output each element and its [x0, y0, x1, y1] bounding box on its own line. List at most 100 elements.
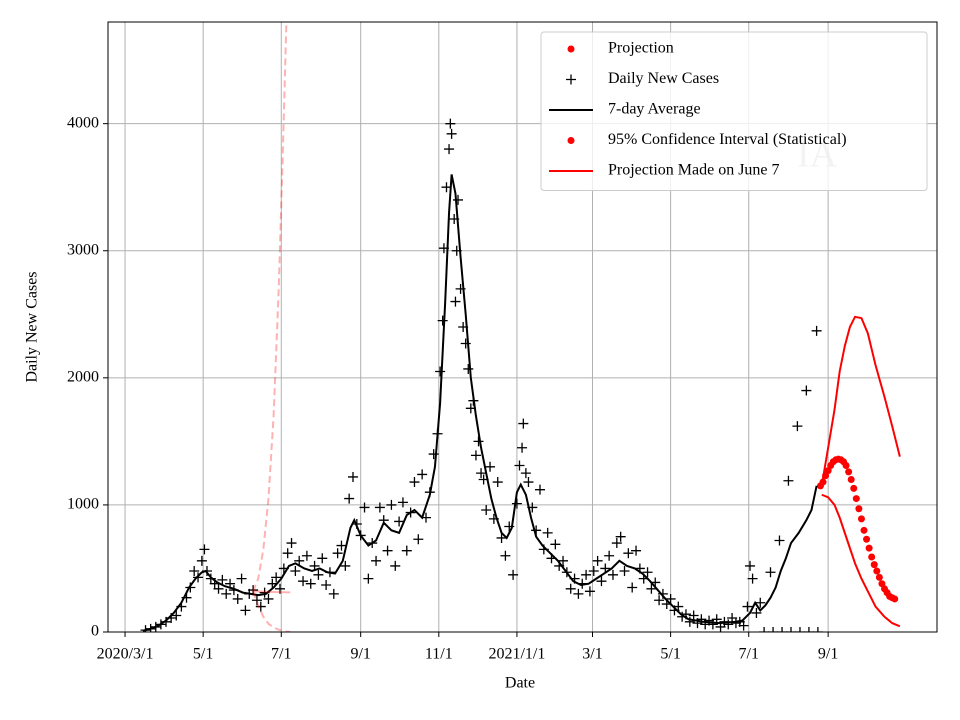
- data-point: [437, 315, 448, 326]
- data-point: [870, 561, 878, 569]
- data-point: [801, 385, 812, 396]
- data-point: [611, 538, 622, 549]
- data-point: [496, 532, 507, 543]
- legend-label: Daily New Cases: [608, 70, 719, 87]
- data-point: [850, 484, 858, 492]
- x-tick-label: 5/1: [660, 646, 680, 663]
- data-point: [607, 569, 618, 580]
- y-tick-label: 3000: [67, 241, 99, 258]
- data-point: [196, 555, 207, 566]
- y-tick-label: 0: [91, 623, 99, 640]
- series-line: [252, 590, 291, 632]
- data-point: [777, 627, 788, 632]
- data-point: [747, 573, 758, 584]
- data-point: [619, 566, 630, 576]
- x-tick-label: 3/1: [582, 646, 602, 663]
- data-point: [508, 569, 519, 580]
- data-point: [332, 548, 343, 559]
- data-point: [445, 118, 456, 129]
- x-tick-label: 5/1: [193, 646, 213, 663]
- data-point: [363, 573, 374, 584]
- data-point: [446, 128, 457, 139]
- x-tick-label: 11/1: [425, 646, 453, 663]
- data-point: [397, 497, 408, 508]
- data-point: [868, 553, 876, 561]
- data-point: [873, 567, 881, 575]
- data-point: [328, 588, 339, 599]
- data-point: [189, 566, 200, 576]
- data-point: [336, 540, 347, 551]
- data-point: [305, 578, 316, 589]
- data-point: [596, 576, 607, 587]
- data-point: [199, 544, 210, 555]
- data-point: [517, 442, 528, 453]
- series-line: [142, 174, 818, 632]
- data-point: [255, 601, 266, 612]
- data-point: [765, 567, 776, 578]
- data-point: [409, 477, 420, 488]
- legend-label: 95% Confidence Interval (Statistical): [608, 131, 847, 148]
- data-point: [863, 535, 871, 543]
- data-point: [542, 527, 553, 538]
- data-point: [604, 550, 615, 561]
- data-point: [523, 477, 534, 488]
- y-axis-label: Daily New Cases: [24, 271, 41, 382]
- data-point: [371, 555, 382, 566]
- data-point: [558, 555, 569, 566]
- data-point: [221, 588, 232, 599]
- data-point: [855, 505, 863, 513]
- data-point: [286, 538, 297, 549]
- data-point: [723, 619, 734, 630]
- data-point: [251, 595, 262, 606]
- data-point: [631, 545, 642, 556]
- data-point: [865, 544, 873, 552]
- data-point: [217, 574, 228, 585]
- series-line: [253, 590, 291, 594]
- data-point: [347, 471, 358, 482]
- data-point: [450, 296, 461, 307]
- data-point: [534, 484, 545, 495]
- data-point: [842, 462, 850, 470]
- data-point: [213, 583, 224, 594]
- data-point: [232, 593, 243, 604]
- data-point: [803, 627, 814, 632]
- data-point: [386, 499, 397, 510]
- legend-label: Projection Made on June 7: [608, 162, 780, 179]
- data-point: [696, 614, 707, 625]
- data-point: [417, 469, 428, 480]
- y-tick-label: 1000: [67, 496, 99, 513]
- data-point: [751, 607, 762, 618]
- data-point: [627, 582, 638, 593]
- data-point: [592, 555, 603, 566]
- x-tick-label: 2020/3/1: [97, 646, 154, 663]
- data-point: [742, 601, 753, 612]
- data-point: [282, 548, 293, 559]
- data-point: [340, 560, 351, 571]
- data-point: [263, 593, 274, 604]
- data-point: [481, 505, 492, 515]
- legend-marker: [567, 137, 575, 144]
- data-point: [359, 502, 370, 513]
- data-point: [891, 595, 899, 603]
- data-point: [581, 569, 592, 580]
- data-point: [435, 366, 446, 377]
- data-point: [646, 583, 657, 594]
- data-point: [413, 534, 424, 545]
- data-point: [500, 550, 511, 561]
- data-point: [786, 627, 796, 632]
- data-point: [665, 593, 676, 604]
- data-point: [565, 583, 576, 594]
- legend-label: Projection: [608, 40, 674, 57]
- data-point: [811, 325, 822, 336]
- data-point: [768, 627, 779, 632]
- data-point: [707, 619, 718, 630]
- data-point: [301, 550, 312, 561]
- data-point: [298, 576, 309, 587]
- x-axis-label: Date: [505, 675, 535, 692]
- data-point: [294, 555, 305, 566]
- data-point: [673, 601, 684, 612]
- data-point: [401, 545, 412, 556]
- data-point: [476, 468, 487, 479]
- data-point: [759, 627, 770, 632]
